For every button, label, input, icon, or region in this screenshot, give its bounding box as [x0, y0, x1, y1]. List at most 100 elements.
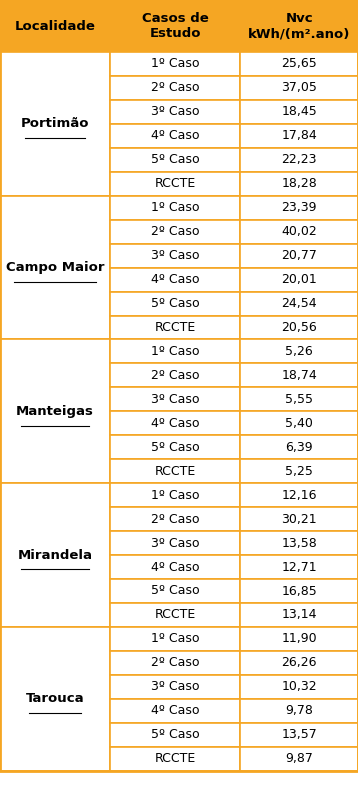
Bar	[110, 100, 240, 124]
Bar	[240, 483, 358, 507]
Bar	[110, 172, 240, 195]
Bar	[110, 579, 240, 603]
Bar	[240, 124, 358, 148]
Bar	[110, 220, 240, 243]
Bar	[240, 603, 358, 627]
Bar	[110, 268, 240, 292]
Bar	[240, 340, 358, 363]
Bar	[0, 52, 110, 195]
Bar	[240, 435, 358, 459]
Text: Localidade: Localidade	[15, 20, 95, 32]
Bar	[110, 388, 240, 411]
Bar	[240, 76, 358, 100]
Text: 1º Caso: 1º Caso	[151, 345, 199, 358]
Text: 24,54: 24,54	[281, 297, 317, 310]
Text: 5º Caso: 5º Caso	[151, 728, 199, 742]
Bar	[110, 340, 240, 363]
Text: RCCTE: RCCTE	[154, 465, 196, 478]
Text: 2º Caso: 2º Caso	[151, 513, 199, 526]
Text: Portimão: Portimão	[21, 117, 89, 130]
Bar	[240, 52, 358, 76]
Bar	[110, 483, 240, 507]
Text: 23,39: 23,39	[281, 201, 317, 214]
Text: 11,90: 11,90	[281, 633, 317, 645]
Text: Mirandela: Mirandela	[18, 548, 92, 562]
Bar	[110, 699, 240, 723]
Text: 18,28: 18,28	[281, 177, 317, 190]
Text: 30,21: 30,21	[281, 513, 317, 526]
Bar	[0, 340, 110, 483]
Text: 1º Caso: 1º Caso	[151, 489, 199, 502]
Bar	[110, 627, 240, 651]
Bar	[240, 675, 358, 699]
Text: 5,25: 5,25	[285, 465, 313, 478]
Bar	[0, 0, 110, 52]
Bar	[240, 459, 358, 483]
Bar	[110, 76, 240, 100]
Text: 4º Caso: 4º Caso	[151, 417, 199, 429]
Bar	[240, 363, 358, 388]
Text: 20,77: 20,77	[281, 249, 317, 262]
Text: 13,58: 13,58	[281, 537, 317, 549]
Text: 5º Caso: 5º Caso	[151, 440, 199, 454]
Bar	[0, 195, 110, 340]
Text: 3º Caso: 3º Caso	[151, 106, 199, 118]
Bar	[240, 651, 358, 675]
Text: 3º Caso: 3º Caso	[151, 393, 199, 406]
Text: 20,56: 20,56	[281, 321, 317, 334]
Bar	[240, 388, 358, 411]
Bar	[240, 723, 358, 747]
Text: 2º Caso: 2º Caso	[151, 656, 199, 669]
Text: 4º Caso: 4º Caso	[151, 129, 199, 143]
Bar	[240, 172, 358, 195]
Text: 17,84: 17,84	[281, 129, 317, 143]
Bar	[0, 483, 110, 627]
Bar	[240, 0, 358, 52]
Bar	[110, 603, 240, 627]
Bar	[240, 268, 358, 292]
Bar	[110, 531, 240, 555]
Bar	[110, 435, 240, 459]
Text: 5º Caso: 5º Caso	[151, 154, 199, 166]
Text: 5º Caso: 5º Caso	[151, 585, 199, 597]
Bar	[110, 292, 240, 315]
Text: 4º Caso: 4º Caso	[151, 273, 199, 286]
Text: 5,26: 5,26	[285, 345, 313, 358]
Text: 9,87: 9,87	[285, 753, 313, 765]
Bar	[240, 507, 358, 531]
Text: 5,40: 5,40	[285, 417, 313, 429]
Text: 2º Caso: 2º Caso	[151, 225, 199, 238]
Bar	[110, 651, 240, 675]
Text: 2º Caso: 2º Caso	[151, 369, 199, 382]
Text: 1º Caso: 1º Caso	[151, 201, 199, 214]
Text: 18,74: 18,74	[281, 369, 317, 382]
Text: 6,39: 6,39	[285, 440, 313, 454]
Text: 3º Caso: 3º Caso	[151, 249, 199, 262]
Bar	[240, 411, 358, 435]
Text: 40,02: 40,02	[281, 225, 317, 238]
Bar	[110, 52, 240, 76]
Bar	[110, 723, 240, 747]
Text: 3º Caso: 3º Caso	[151, 537, 199, 549]
Bar	[110, 555, 240, 579]
Bar	[240, 195, 358, 220]
Text: 25,65: 25,65	[281, 58, 317, 70]
Text: Tarouca: Tarouca	[26, 693, 84, 705]
Bar	[110, 148, 240, 172]
Text: 5,55: 5,55	[285, 393, 313, 406]
Text: 3º Caso: 3º Caso	[151, 680, 199, 693]
Bar	[110, 363, 240, 388]
Text: 2º Caso: 2º Caso	[151, 81, 199, 95]
Bar	[110, 675, 240, 699]
Text: 4º Caso: 4º Caso	[151, 560, 199, 574]
Bar	[110, 0, 240, 52]
Text: 18,45: 18,45	[281, 106, 317, 118]
Text: 26,26: 26,26	[281, 656, 317, 669]
Bar	[240, 148, 358, 172]
Text: 16,85: 16,85	[281, 585, 317, 597]
Bar	[110, 459, 240, 483]
Text: RCCTE: RCCTE	[154, 753, 196, 765]
Text: RCCTE: RCCTE	[154, 321, 196, 334]
Bar	[240, 531, 358, 555]
Bar	[240, 579, 358, 603]
